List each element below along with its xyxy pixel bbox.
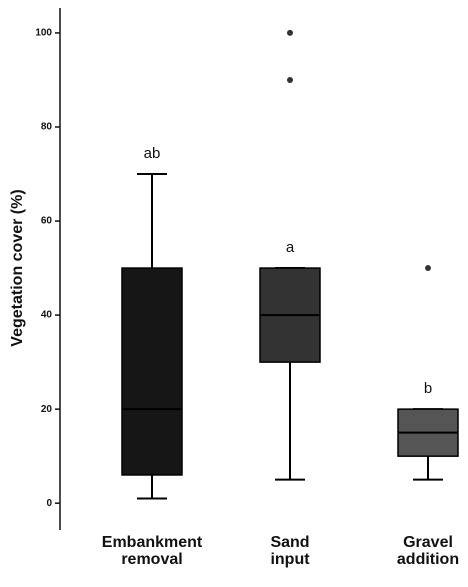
outlier — [425, 265, 431, 272]
x-tick-label-line: addition — [397, 551, 459, 568]
y-tick-label: 20 — [41, 404, 53, 415]
y-tick-label: 100 — [35, 28, 52, 39]
y-tick-label: 40 — [41, 310, 53, 321]
x-tick-label: Gravel addition — [397, 534, 459, 568]
x-tick-label-line: Sand — [270, 534, 309, 551]
x-tick-label: Embankment removal — [102, 534, 203, 568]
y-tick-label: 60 — [41, 216, 53, 227]
x-tick-label: Sand input — [270, 534, 310, 568]
x-tick-label-line: Embankment — [102, 534, 203, 551]
significance-label: ab — [144, 145, 161, 162]
x-tick-label-line: removal — [121, 551, 182, 568]
y-tick-label: 0 — [46, 498, 52, 509]
outlier — [287, 76, 293, 83]
outlier — [287, 29, 293, 36]
y-axis-label: Vegetation cover (%) — [9, 189, 26, 346]
box — [121, 267, 183, 476]
significance-label: b — [424, 380, 432, 397]
x-tick-label-line: Gravel — [403, 534, 453, 551]
y-tick-label: 80 — [41, 122, 53, 133]
x-tick-label-line: input — [270, 551, 310, 568]
significance-label: a — [286, 239, 295, 256]
